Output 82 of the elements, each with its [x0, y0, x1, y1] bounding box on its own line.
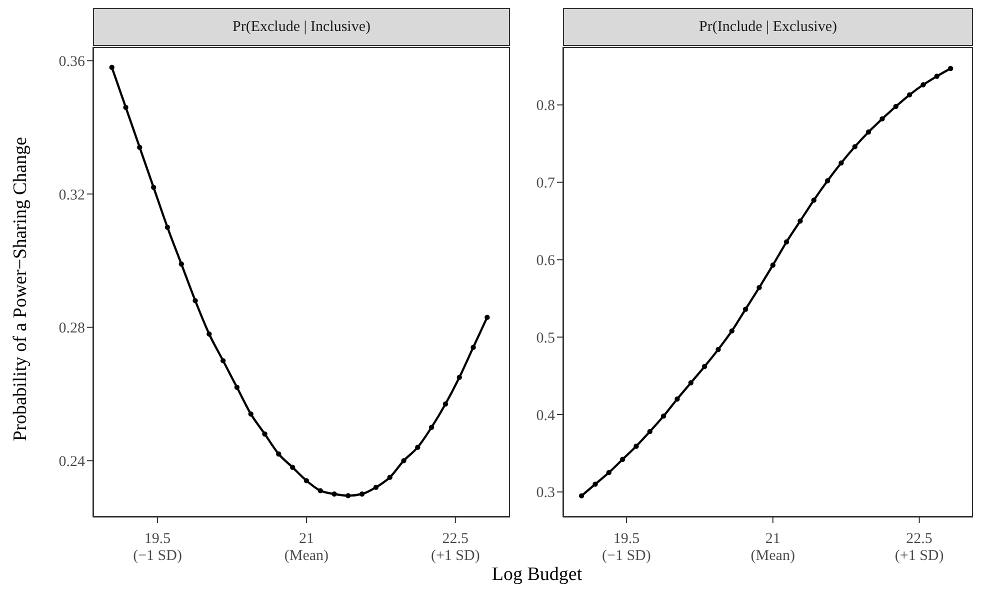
point [359, 491, 365, 497]
point [415, 444, 420, 450]
point [606, 470, 612, 476]
point [893, 104, 898, 110]
x-axis-title: Log Budget [490, 564, 584, 586]
point [852, 144, 858, 150]
point [798, 218, 803, 224]
point [150, 184, 156, 190]
point [702, 364, 708, 370]
point [470, 344, 476, 350]
point [880, 116, 885, 122]
point [620, 456, 626, 462]
point [634, 444, 639, 449]
y-tick-label: 0.8 [536, 98, 555, 114]
point [592, 482, 598, 487]
point [248, 411, 254, 417]
point [318, 488, 323, 494]
point [262, 431, 268, 437]
point [934, 74, 940, 79]
y-tick-label: 0.28 [58, 320, 85, 337]
text: (+1 SD) [894, 548, 944, 564]
point [784, 239, 790, 245]
point [387, 474, 392, 480]
point [332, 491, 337, 497]
point [164, 224, 170, 230]
point [137, 144, 142, 150]
y-tick-label: 0.5 [536, 330, 555, 346]
y-axis-title: Probability of a Power−Sharing Change [10, 136, 32, 444]
point [401, 458, 406, 464]
point [756, 284, 762, 290]
point [716, 346, 721, 352]
x-tick-label: 21 [765, 531, 780, 547]
y-tick-label: 0.6 [536, 253, 556, 270]
point [346, 493, 351, 498]
y-tick-label: 0.32 [58, 187, 85, 204]
text: (Mean) [750, 548, 795, 564]
point [234, 384, 240, 390]
x-tick-label: 21 [298, 531, 314, 547]
text: (−1 SD) [602, 548, 651, 564]
text: (Mean) [284, 548, 329, 564]
point [770, 262, 776, 268]
point [647, 428, 652, 434]
point [838, 160, 844, 166]
point [123, 104, 128, 110]
point [920, 82, 926, 88]
point [578, 493, 584, 498]
y-tick-label: 0.7 [536, 176, 556, 192]
x-tick-label: 22.5 [442, 531, 469, 547]
point [866, 129, 872, 135]
point [948, 66, 954, 72]
point [192, 298, 198, 304]
y-tick-label: 0.3 [536, 485, 555, 502]
point [824, 178, 830, 184]
point [729, 328, 734, 334]
y-tick-label: 0.36 [58, 54, 86, 70]
point [811, 198, 816, 203]
point [206, 331, 212, 337]
y-tick-label: 0.4 [536, 408, 556, 424]
text: (+1 SD) [430, 548, 480, 564]
x-tick-label: 19.5 [613, 531, 640, 547]
point [428, 424, 434, 430]
point [373, 484, 379, 490]
point [742, 306, 748, 312]
x-tick-label: 22.5 [906, 531, 932, 547]
point [290, 464, 296, 470]
point [109, 64, 114, 70]
point [276, 451, 282, 457]
point [220, 358, 226, 364]
point [688, 380, 694, 386]
point [660, 413, 666, 419]
text: (−1 SD) [133, 548, 182, 564]
point [442, 401, 448, 407]
point [304, 478, 310, 484]
point [178, 261, 184, 267]
point [674, 396, 680, 402]
x-tick-label: 19.5 [144, 531, 171, 547]
chart-title: Pr(Include | Exclusive) [563, 8, 973, 46]
point [456, 374, 462, 380]
point [906, 92, 912, 98]
y-tick-label: 0.24 [58, 454, 86, 470]
point [484, 314, 490, 320]
chart-title: Pr(Exclude | Inclusive) [93, 8, 510, 46]
